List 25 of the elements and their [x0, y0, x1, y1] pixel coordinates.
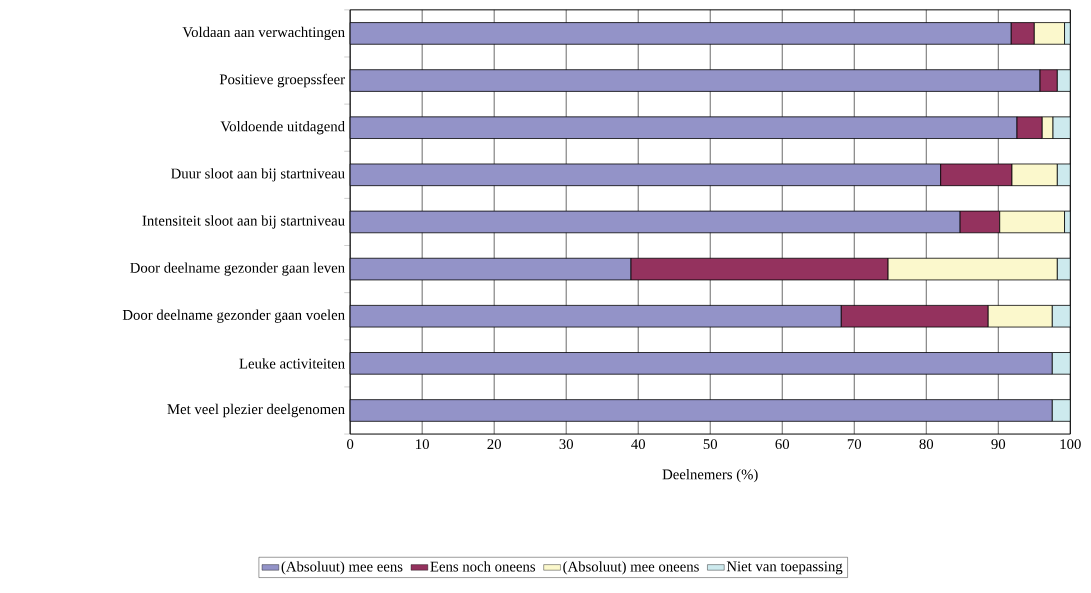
- x-tick-label: 90: [991, 439, 1006, 450]
- y-tick-label: Duur sloot aan bij startniveau: [171, 168, 345, 182]
- y-tick-label: Met veel plezier deelgenomen: [167, 403, 345, 418]
- y-tick-label: Door deelname gezonder gaan leven: [130, 262, 345, 276]
- y-tick-label: Positieve groepssfeer: [219, 73, 345, 88]
- x-tick-label: 0: [347, 439, 354, 450]
- y-tick-label: Voldaan aan verwachtingen: [182, 26, 345, 41]
- x-tick-label: 70: [847, 439, 862, 450]
- legend-label: (Absoluut) mee oneens: [563, 561, 699, 575]
- legend-label: (Absoluut) mee eens: [281, 561, 403, 575]
- y-tick-label: Voldoende uitdagend: [220, 121, 345, 135]
- legend-label: Eens noch oneens: [430, 561, 536, 572]
- x-axis-title: Deelnemers (%): [662, 469, 758, 483]
- x-tick-label: 80: [919, 439, 934, 450]
- x-tick-label: 100: [1060, 439, 1081, 450]
- y-tick-label: Leuke activiteiten: [239, 358, 345, 369]
- x-tick-label: 10: [416, 439, 429, 450]
- x-tick-label: 30: [559, 439, 574, 450]
- x-tick-label: 60: [775, 439, 790, 450]
- x-tick-label: 20: [487, 439, 501, 450]
- x-tick-label: 40: [631, 439, 646, 450]
- y-tick-label: Door deelname gezonder gaan voelen: [122, 309, 345, 323]
- y-tick-label: Intensiteit sloot aan bij startniveau: [142, 215, 345, 229]
- legend-label: Niet van toepassing: [726, 561, 843, 575]
- x-tick-label: 50: [703, 439, 718, 450]
